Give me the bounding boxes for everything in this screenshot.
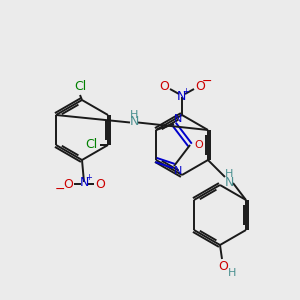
Text: −: −	[55, 182, 65, 196]
Text: O: O	[218, 260, 228, 274]
Text: H: H	[228, 268, 236, 278]
Text: N: N	[224, 176, 234, 188]
Text: O: O	[159, 80, 169, 92]
Text: O: O	[63, 178, 73, 190]
Text: +: +	[85, 173, 92, 182]
Text: N: N	[176, 89, 186, 103]
Text: Cl: Cl	[74, 80, 86, 92]
Text: O: O	[195, 140, 203, 150]
Text: Cl: Cl	[85, 139, 97, 152]
Text: N: N	[174, 166, 182, 176]
Text: H: H	[225, 169, 233, 179]
Text: −: −	[202, 74, 212, 88]
Text: N: N	[129, 115, 139, 128]
Text: N: N	[174, 114, 182, 124]
Text: H: H	[130, 110, 138, 119]
Text: +: +	[183, 86, 189, 95]
Text: O: O	[195, 80, 205, 92]
Text: O: O	[95, 178, 105, 190]
Text: N: N	[79, 176, 89, 188]
